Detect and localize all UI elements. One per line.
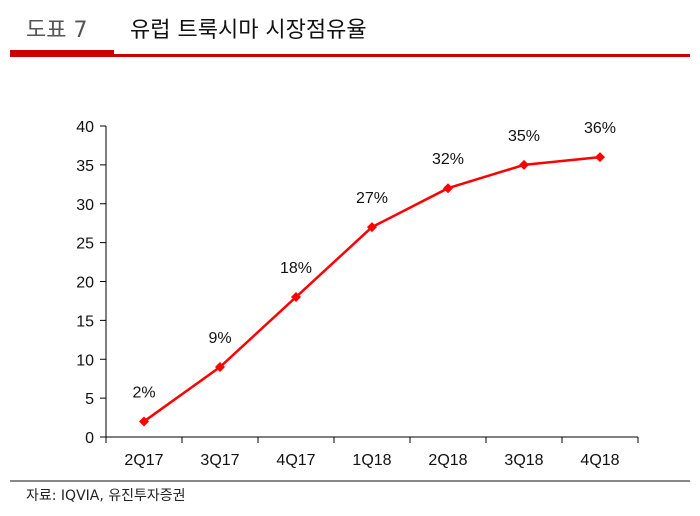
data-point bbox=[443, 183, 453, 194]
x-tick-label: 4Q18 bbox=[580, 452, 619, 469]
y-tick-label: 40 bbox=[76, 119, 94, 136]
footer-divider bbox=[10, 480, 690, 482]
y-tick-label: 35 bbox=[76, 158, 94, 175]
data-label: 32% bbox=[432, 151, 464, 168]
data-point bbox=[139, 416, 149, 427]
x-tick-label: 3Q18 bbox=[504, 452, 543, 469]
data-label: 35% bbox=[508, 128, 540, 145]
data-label: 36% bbox=[584, 120, 616, 137]
y-tick-label: 25 bbox=[76, 236, 94, 253]
title-underline bbox=[114, 54, 690, 57]
chart-title: 유럽 트룩시마 시장점유율 bbox=[130, 18, 367, 43]
figure-label: 도표 7 bbox=[26, 18, 88, 43]
data-label: 27% bbox=[356, 190, 388, 207]
y-tick-label: 20 bbox=[76, 275, 94, 292]
y-tick-label: 10 bbox=[76, 352, 94, 369]
y-tick-label: 30 bbox=[76, 197, 94, 214]
x-tick-label: 2Q17 bbox=[124, 452, 163, 469]
x-tick-label: 3Q17 bbox=[200, 452, 239, 469]
x-tick-label: 1Q18 bbox=[352, 452, 391, 469]
x-tick-label: 4Q17 bbox=[276, 452, 315, 469]
y-tick-label: 5 bbox=[85, 391, 94, 408]
data-point bbox=[215, 362, 225, 373]
data-point bbox=[367, 222, 377, 233]
data-label: 2% bbox=[132, 384, 155, 401]
source-note: 자료: IQVIA, 유진투자증권 bbox=[26, 488, 186, 504]
data-point bbox=[519, 159, 529, 170]
data-point bbox=[291, 292, 301, 303]
y-tick-label: 15 bbox=[76, 313, 94, 330]
y-tick-label: 0 bbox=[85, 430, 94, 447]
data-label: 18% bbox=[280, 260, 312, 277]
title-underline-thick bbox=[10, 50, 114, 57]
data-point bbox=[595, 152, 605, 163]
x-tick-label: 2Q18 bbox=[428, 452, 467, 469]
data-label: 9% bbox=[208, 330, 231, 347]
